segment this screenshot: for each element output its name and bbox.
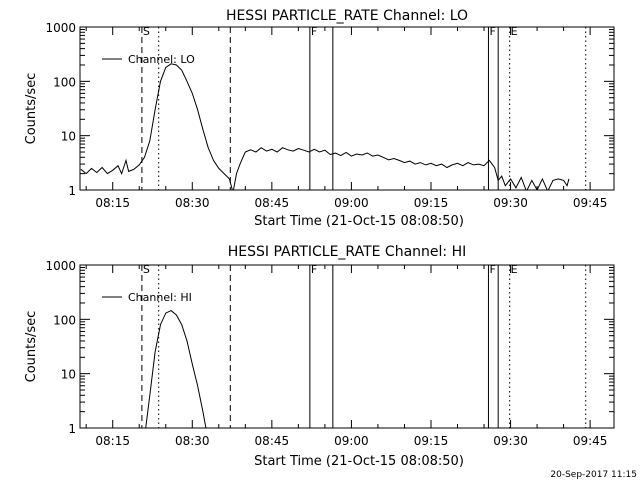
x-tick-label: 08:15 <box>95 196 130 210</box>
x-tick-label: 09:15 <box>414 434 449 448</box>
series-line-0 <box>80 63 570 190</box>
plot-frame <box>79 26 615 191</box>
y-tick-label: 100 <box>53 75 76 89</box>
y-axis-label: Counts/sec <box>24 73 39 145</box>
x-tick-label: 08:30 <box>175 434 210 448</box>
y-tick-label: 1000 <box>45 259 76 273</box>
x-tick-label: 09:45 <box>573 196 608 210</box>
marker-label: E <box>511 25 518 38</box>
plot-frame <box>79 264 615 429</box>
x-tick-label: 09:45 <box>573 434 608 448</box>
x-tick-label: 08:30 <box>175 196 210 210</box>
x-tick-label: 08:45 <box>255 196 290 210</box>
y-tick-label: 10 <box>61 130 76 144</box>
legend-label: Channel: LO <box>128 53 195 66</box>
chart-panel-hi: HESSI PARTICLE_RATE Channel: HI 08:15 08:3… <box>24 244 615 469</box>
x-tick-label: 09:30 <box>493 434 528 448</box>
x-tick-label: 09:00 <box>334 196 369 210</box>
marker-label: E <box>511 263 518 276</box>
marker-label: S <box>143 263 150 276</box>
marker-label: F <box>311 25 317 38</box>
x-axis-label: Start Time (21-Oct-15 08:08:50) <box>254 214 464 229</box>
legend-label: Channel: HI <box>128 291 192 304</box>
x-tick-label: 09:15 <box>414 196 449 210</box>
y-tick-label: 10 <box>61 368 76 382</box>
x-tick-label: 08:45 <box>255 434 290 448</box>
chart-title: HESSI PARTICLE_RATE Channel: HI <box>228 244 466 260</box>
marker-label: F <box>489 263 495 276</box>
y-tick-label: 1 <box>68 422 76 436</box>
x-tick-label: 09:30 <box>493 196 528 210</box>
x-tick-label: 09:00 <box>334 434 369 448</box>
x-axis-label: Start Time (21-Oct-15 08:08:50) <box>254 454 464 469</box>
footer-timestamp: 20-Sep-2017 11:15 <box>550 470 637 480</box>
chart-panel-lo: HESSI PARTICLE_RATE Channel: LO 08:15 08:3… <box>24 8 615 229</box>
series-line-0 <box>145 310 207 428</box>
marker-label: S <box>143 25 150 38</box>
y-tick-label: 100 <box>53 313 76 327</box>
y-axis-label: Counts/sec <box>24 311 39 383</box>
chart-title: HESSI PARTICLE_RATE Channel: LO <box>226 8 468 24</box>
y-tick-label: 1000 <box>45 21 76 35</box>
marker-label: F <box>311 263 317 276</box>
marker-label: F <box>489 25 495 38</box>
y-tick-label: 1 <box>68 184 76 198</box>
x-tick-label: 08:15 <box>95 434 130 448</box>
